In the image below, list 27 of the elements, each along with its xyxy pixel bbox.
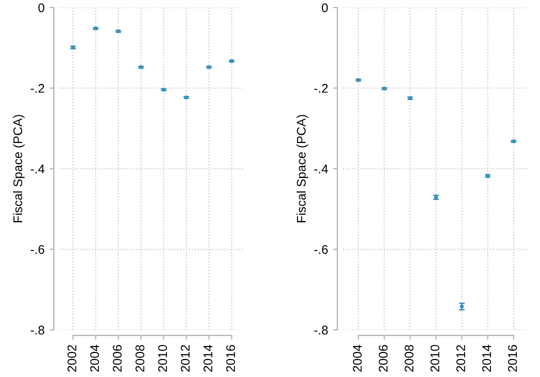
y-tick-label: 0 (322, 3, 328, 12)
y-axis-title: Fiscal Space (PCA) (296, 114, 308, 222)
x-tick-label: 2012 (456, 345, 466, 372)
x-tick-label: 2014 (204, 344, 212, 372)
y-tick-label: -.8 (314, 326, 328, 335)
y-tick-label: 0 (38, 3, 44, 12)
y-tick-label: -.8 (30, 326, 44, 335)
y-tick-label: -.2 (314, 84, 328, 93)
x-tick-label: 2008 (404, 345, 414, 372)
y-axis-title: Fiscal Space (PCA) (13, 114, 25, 222)
y-tick-label: -.6 (314, 245, 328, 254)
x-tick-label: 2016 (226, 345, 236, 372)
x-tick-label: 2004 (352, 344, 362, 372)
x-tick-label: 2012 (180, 345, 190, 372)
x-tick-label: 2016 (508, 345, 517, 372)
x-tick-label: 2010 (158, 344, 168, 372)
x-tick-label: 2004 (90, 344, 100, 372)
x-tick-label: 2006 (378, 345, 388, 372)
y-tick-label: -.6 (30, 245, 44, 254)
x-tick-label: 2014 (482, 344, 492, 372)
x-tick-label: 2006 (112, 345, 122, 372)
x-tick-label: 2010 (430, 344, 440, 372)
x-tick-label: 2002 (68, 345, 76, 372)
y-tick-label: -.4 (314, 164, 328, 174)
x-tick-label: 2008 (136, 345, 144, 372)
y-tick-label: -.4 (30, 164, 44, 174)
y-tick-label: -.2 (30, 84, 44, 93)
